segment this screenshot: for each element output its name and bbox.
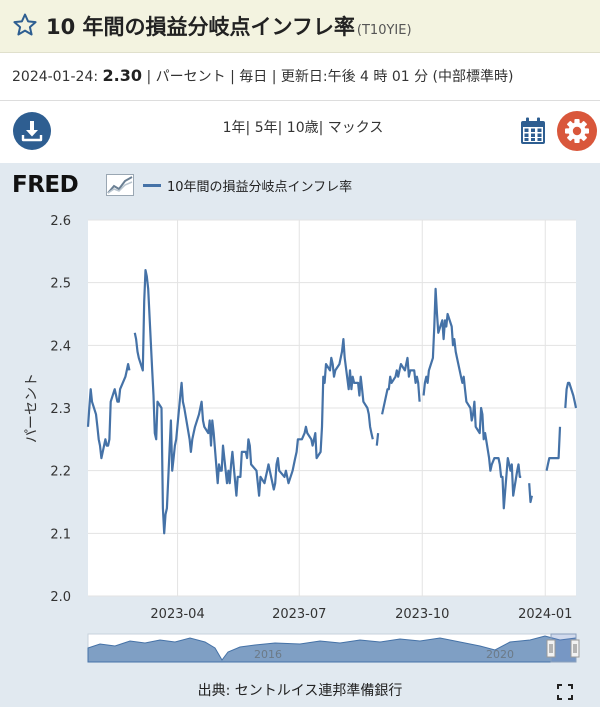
y-tick-label: 2.2 <box>50 465 71 480</box>
gear-icon <box>565 119 589 143</box>
calendar-icon[interactable] <box>520 117 546 145</box>
series-title: 10 年間の損益分岐点インフレ率 <box>46 15 355 39</box>
x-tick-label: 2023-10 <box>395 607 449 622</box>
star-icon[interactable] <box>12 12 38 38</box>
range-1y[interactable]: 1年 <box>222 120 246 136</box>
range-selector: 1年| 5年| 10歳| マックス <box>222 120 384 136</box>
fred-graph-icon <box>106 174 134 196</box>
navigator-label-2020: 2020 <box>486 648 514 661</box>
legend-label: 10年間の損益分岐点インフレ率 <box>167 180 353 195</box>
navigator-handle-left[interactable] <box>546 639 556 658</box>
x-tick-label: 2023-07 <box>272 607 326 622</box>
fullscreen-icon[interactable] <box>557 684 573 700</box>
series-line-segment <box>422 287 522 510</box>
series-id: (T10YIE) <box>356 23 412 38</box>
source-credit: 出典: セントルイス連邦準備銀行 <box>197 683 403 699</box>
range-10y[interactable]: 10歳 <box>286 120 319 136</box>
series-line-segment <box>545 426 562 471</box>
download-button[interactable] <box>13 112 51 150</box>
navigator[interactable]: 2016 2020 <box>87 633 580 663</box>
range-5y[interactable]: 5年 <box>254 120 278 136</box>
y-tick-label: 2.0 <box>50 590 71 605</box>
x-tick-label: 2023-04 <box>150 607 204 622</box>
fred-logo: FRED <box>12 172 79 198</box>
y-tick-label: 2.5 <box>50 277 71 292</box>
observation-date: 2024-01-24: <box>12 69 99 85</box>
title-bar: 10 年間の損益分岐点インフレ率 (T10YIE) <box>0 0 600 53</box>
observation-value: 2.30 <box>102 66 143 85</box>
series-line-segment <box>381 356 421 415</box>
navigator-area <box>87 635 577 663</box>
series-line-segment <box>564 381 578 409</box>
y-tick-label: 2.4 <box>50 339 71 354</box>
observation-meta: 2024-01-24: 2.30 | パーセント | 毎日 | 更新日:午後 4… <box>12 66 513 86</box>
y-tick-label: 2.1 <box>50 527 71 542</box>
download-icon <box>21 121 43 142</box>
page-title: 10 年間の損益分岐点インフレ率 (T10YIE) <box>46 11 412 41</box>
series-line-segment <box>528 483 533 504</box>
x-tick-label: 2024-01 <box>518 607 572 622</box>
observation-details: | パーセント | 毎日 | 更新日:午後 4 時 01 分 (中部標準時) <box>146 69 514 85</box>
navigator-handle-right[interactable] <box>570 639 580 658</box>
y-tick-label: 2.3 <box>50 402 71 417</box>
settings-button[interactable] <box>557 111 597 151</box>
navigator-label-2016: 2016 <box>254 648 282 661</box>
divider <box>0 100 600 101</box>
series-line-segment <box>133 269 374 535</box>
y-tick-label: 2.6 <box>50 214 71 229</box>
range-max[interactable]: マックス <box>327 120 384 136</box>
y-axis-label: パーセント <box>24 373 40 443</box>
legend-swatch <box>143 184 161 187</box>
series-line-segment <box>86 363 131 460</box>
series-line-segment <box>375 432 380 446</box>
